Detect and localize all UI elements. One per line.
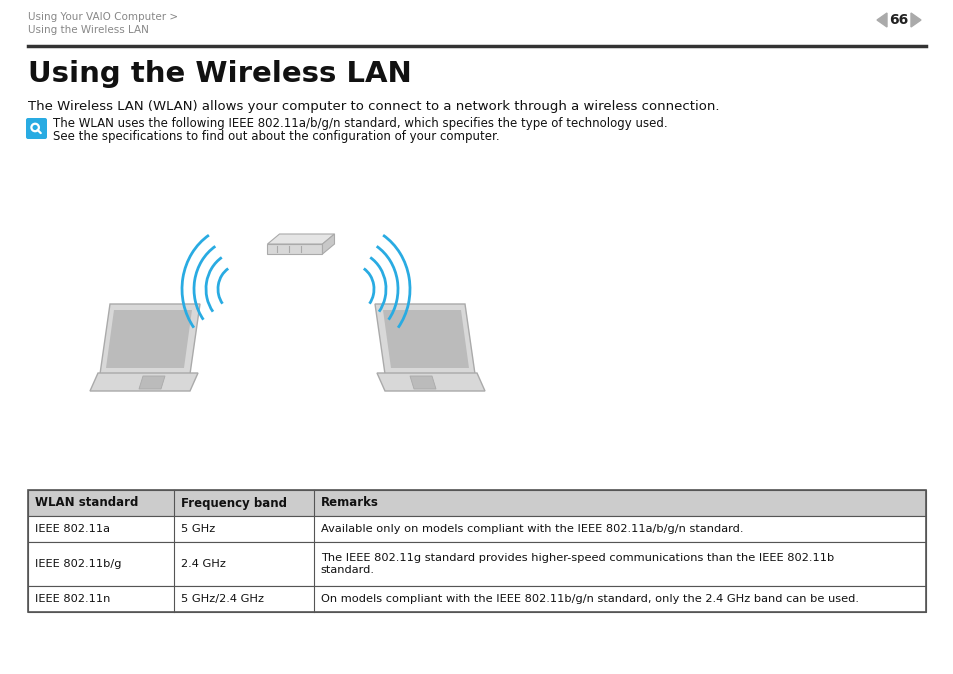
Text: Using the Wireless LAN: Using the Wireless LAN xyxy=(28,25,149,35)
Text: Remarks: Remarks xyxy=(320,497,378,510)
Text: IEEE 802.11n: IEEE 802.11n xyxy=(35,594,111,604)
Polygon shape xyxy=(322,234,335,254)
Text: 2.4 GHz: 2.4 GHz xyxy=(181,559,226,569)
Polygon shape xyxy=(267,234,335,244)
Text: 5 GHz: 5 GHz xyxy=(181,524,215,534)
Text: 66: 66 xyxy=(888,13,907,27)
Text: Using the Wireless LAN: Using the Wireless LAN xyxy=(28,60,412,88)
Polygon shape xyxy=(876,13,886,27)
FancyBboxPatch shape xyxy=(26,118,47,139)
Polygon shape xyxy=(382,310,469,368)
Text: Available only on models compliant with the IEEE 802.11a/b/g/n standard.: Available only on models compliant with … xyxy=(320,524,742,534)
Polygon shape xyxy=(267,244,322,254)
Polygon shape xyxy=(410,376,436,389)
Polygon shape xyxy=(100,304,200,374)
Polygon shape xyxy=(376,373,484,391)
Text: WLAN standard: WLAN standard xyxy=(35,497,138,510)
Text: IEEE 802.11b/g: IEEE 802.11b/g xyxy=(35,559,121,569)
Text: IEEE 802.11a: IEEE 802.11a xyxy=(35,524,110,534)
FancyBboxPatch shape xyxy=(28,516,925,542)
Polygon shape xyxy=(139,376,165,389)
FancyBboxPatch shape xyxy=(28,490,925,516)
FancyBboxPatch shape xyxy=(28,542,925,586)
Text: Frequency band: Frequency band xyxy=(181,497,287,510)
Text: The IEEE 802.11g standard provides higher-speed communications than the IEEE 802: The IEEE 802.11g standard provides highe… xyxy=(320,553,833,575)
Polygon shape xyxy=(910,13,920,27)
Polygon shape xyxy=(106,310,192,368)
Text: See the specifications to find out about the configuration of your computer.: See the specifications to find out about… xyxy=(53,130,499,143)
Polygon shape xyxy=(90,373,198,391)
FancyBboxPatch shape xyxy=(28,586,925,612)
Text: Using Your VAIO Computer >: Using Your VAIO Computer > xyxy=(28,12,178,22)
Text: The Wireless LAN (WLAN) allows your computer to connect to a network through a w: The Wireless LAN (WLAN) allows your comp… xyxy=(28,100,719,113)
Text: On models compliant with the IEEE 802.11b/g/n standard, only the 2.4 GHz band ca: On models compliant with the IEEE 802.11… xyxy=(320,594,858,604)
Polygon shape xyxy=(375,304,475,374)
Text: The WLAN uses the following IEEE 802.11a/b/g/n standard, which specifies the typ: The WLAN uses the following IEEE 802.11a… xyxy=(53,117,667,130)
Text: 5 GHz/2.4 GHz: 5 GHz/2.4 GHz xyxy=(181,594,264,604)
